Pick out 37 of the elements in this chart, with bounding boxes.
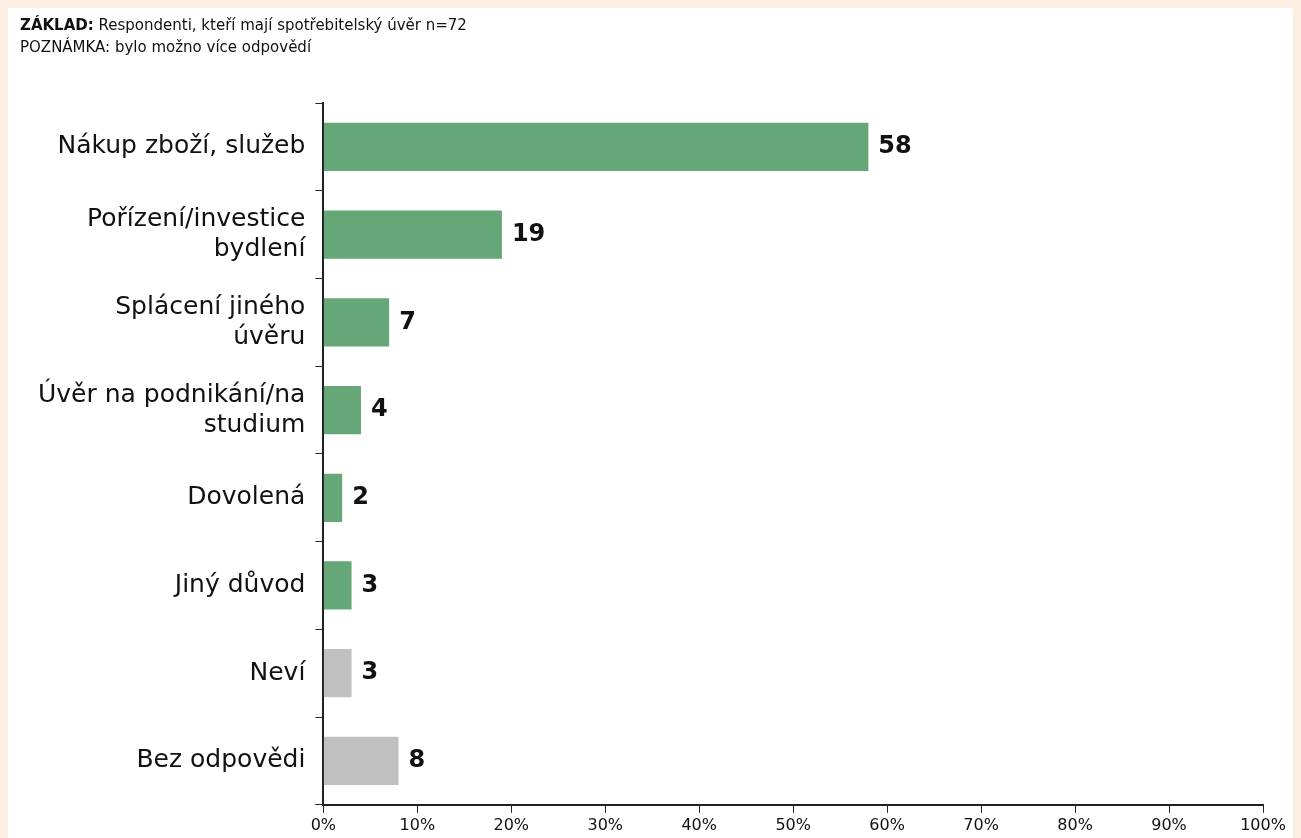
x-tick-label: 30% (587, 814, 624, 834)
data-label: 3 (361, 569, 379, 598)
x-tick-label: 90% (1151, 814, 1187, 834)
y-tick-label: Splácení jiného úvěru (115, 290, 306, 350)
x-tick-label: 80% (1057, 814, 1093, 834)
bar (323, 736, 399, 786)
y-tick-label: Úvěr na podnikání/na studium (38, 377, 306, 438)
bar (323, 298, 390, 347)
data-label: 4 (370, 394, 388, 423)
y-tick-label: Nákup zboží, služeb (57, 130, 306, 160)
data-label: 58 (878, 131, 912, 160)
x-tick-label: 0% (310, 814, 337, 834)
x-tick-label: 10% (399, 814, 436, 834)
data-label: 3 (361, 657, 379, 686)
bar (323, 385, 361, 435)
data-label: 7 (399, 306, 416, 335)
x-tick-label: 100% (1240, 814, 1286, 834)
bar (323, 210, 502, 259)
y-tick-label: Pořízení/investice bydlení (87, 203, 307, 263)
data-label: 8 (408, 745, 426, 774)
x-tick-label: 60% (869, 814, 905, 834)
bar (323, 122, 869, 171)
bar (323, 649, 352, 698)
text: ZÁKLAD: Respondenti, kteří mají spotřebitelský úvěr n=72 (20, 14, 467, 36)
data-label: 2 (352, 482, 369, 510)
y-tick-label: Dovolená (187, 481, 306, 511)
bar (323, 561, 352, 610)
x-tick-label: 50% (775, 814, 811, 834)
y-tick-label: Jiný důvod (172, 568, 306, 598)
x-tick-label: 70% (963, 814, 999, 834)
x-tick-label: 40% (681, 814, 717, 834)
text: POZNÁMKA: bylo možno více odpovědí (20, 36, 313, 58)
y-tick-label: Neví (249, 656, 307, 686)
data-label: 19 (511, 218, 546, 247)
y-tick-label: Bez odpovědi (136, 744, 306, 774)
x-tick-label: 20% (493, 814, 530, 834)
bar (323, 473, 343, 522)
